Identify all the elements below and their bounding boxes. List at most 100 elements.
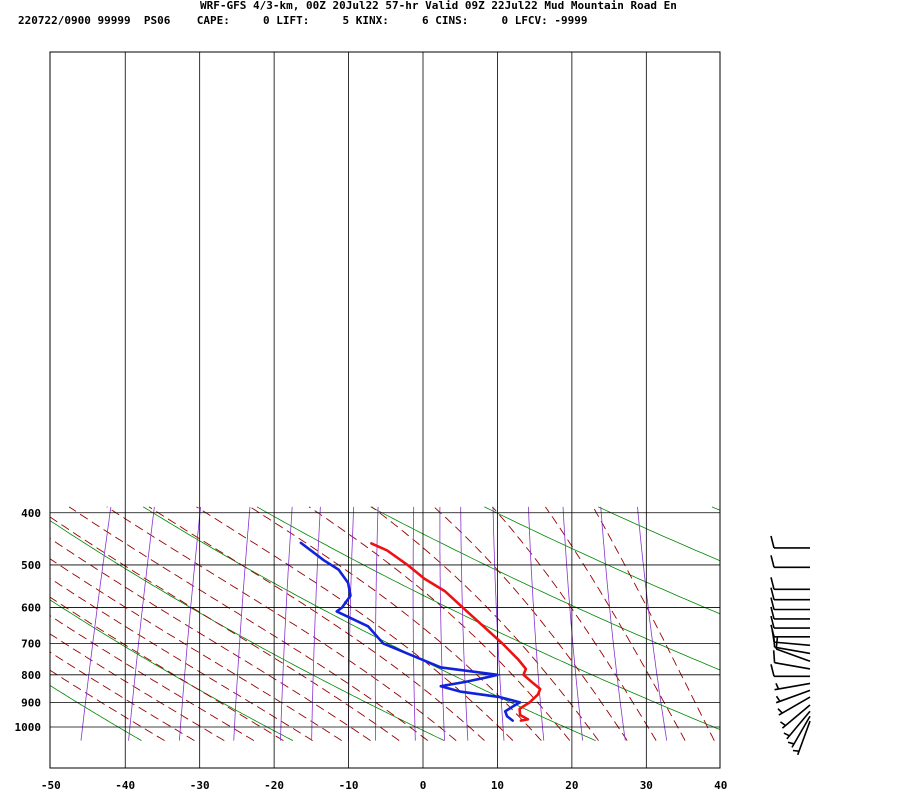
dry-adiabat-line bbox=[142, 506, 596, 741]
barb-shaft bbox=[775, 648, 811, 663]
temperature-tick-label: 20 bbox=[565, 779, 578, 792]
dry-adiabat-line bbox=[50, 684, 142, 741]
dry-adiabat-line bbox=[256, 506, 720, 730]
barb-shaft bbox=[778, 696, 811, 716]
moist-adiabat-line bbox=[50, 615, 255, 741]
barb-shaft bbox=[786, 710, 811, 740]
barb-half-feather bbox=[783, 732, 790, 737]
moist-adiabat-line bbox=[433, 506, 628, 741]
mixing-ratio-line bbox=[637, 506, 668, 741]
temperature-tick-label: -10 bbox=[339, 779, 359, 792]
wind-barb bbox=[770, 624, 810, 638]
pressure-tick-label: 700 bbox=[21, 638, 41, 651]
wind-barb bbox=[774, 682, 811, 691]
barb-feather bbox=[770, 535, 775, 549]
barb-half-feather bbox=[775, 695, 781, 702]
pressure-tick-label: 500 bbox=[21, 559, 41, 572]
temperature-tick-label: 30 bbox=[640, 779, 653, 792]
barb-feather bbox=[770, 606, 775, 620]
moist-adiabat-line bbox=[50, 558, 342, 741]
moist-adiabat-line bbox=[50, 537, 371, 741]
wind-barb bbox=[772, 650, 811, 670]
barb-half-feather bbox=[780, 721, 786, 727]
wind-barb bbox=[775, 689, 811, 704]
wind-barb bbox=[792, 720, 811, 756]
wind-barb bbox=[787, 715, 811, 748]
chart-title: WRF-GFS 4/3-km, 00Z 20Jul22 57-hr Valid … bbox=[200, 0, 677, 12]
moist-adiabats bbox=[50, 506, 715, 741]
temperature-trace bbox=[370, 542, 542, 722]
wind-barb bbox=[770, 664, 810, 678]
mixing-ratio-line bbox=[80, 506, 112, 741]
wind-barb bbox=[770, 577, 810, 591]
pressure-tick-label: 400 bbox=[21, 507, 41, 520]
plot-frame bbox=[49, 51, 721, 769]
dry-adiabat-line bbox=[711, 506, 720, 511]
mixing-ratio-line bbox=[492, 506, 505, 741]
temperature-tick-label: 10 bbox=[491, 779, 504, 792]
pressure-tick-label: 900 bbox=[21, 696, 41, 709]
moist-adiabat-line bbox=[491, 506, 657, 741]
barb-shaft bbox=[781, 704, 811, 729]
mixing-ratio-line bbox=[128, 506, 155, 741]
wind-barbs bbox=[770, 535, 811, 756]
barb-half-feather bbox=[792, 749, 800, 752]
temperature-tick-label: -40 bbox=[115, 779, 135, 792]
mixing-ratio-line bbox=[528, 506, 545, 741]
barb-feather bbox=[770, 555, 775, 568]
dry-adiabat-line bbox=[50, 599, 294, 741]
dry-adiabats bbox=[50, 506, 900, 741]
moist-adiabat-line bbox=[545, 506, 686, 741]
barb-feather bbox=[770, 664, 775, 677]
mixing-ratio-line bbox=[562, 506, 583, 741]
barb-shaft bbox=[774, 661, 811, 670]
pressure-tick-label: 800 bbox=[21, 669, 41, 682]
barb-shaft bbox=[796, 720, 811, 756]
wind-barb bbox=[770, 615, 810, 629]
mixing-ratio-line bbox=[311, 506, 321, 741]
pressure-tick-label: 1000 bbox=[15, 721, 42, 734]
mixing-ratio-line bbox=[179, 506, 201, 741]
temperature-tick-label: -30 bbox=[190, 779, 210, 792]
barb-half-feather bbox=[777, 708, 783, 714]
barb-half-feather bbox=[775, 683, 780, 690]
temperature-tick-label: -50 bbox=[41, 779, 61, 792]
axis-ticks: 400 500 600 700 800 900 1000 -50 -40 -30 -20 -10 0 10… bbox=[15, 507, 728, 792]
wind-barb bbox=[777, 696, 811, 716]
wind-barb bbox=[783, 710, 811, 740]
moist-adiabat-line bbox=[196, 506, 514, 741]
moist-adiabat-line bbox=[50, 577, 313, 741]
dry-adiabat-line bbox=[370, 506, 720, 671]
mixing-ratio-lines bbox=[80, 506, 668, 741]
dry-adiabat-line bbox=[826, 507, 900, 741]
wind-barb bbox=[770, 587, 810, 601]
mixing-ratio-line bbox=[412, 506, 416, 741]
barb-shaft bbox=[774, 646, 811, 655]
pressure-tick-label: 600 bbox=[21, 602, 41, 615]
mixing-ratio-line bbox=[280, 506, 293, 741]
grid bbox=[49, 51, 721, 769]
barb-shaft bbox=[775, 689, 811, 704]
wind-barb bbox=[770, 597, 810, 611]
temperature-tick-label: 40 bbox=[714, 779, 727, 792]
barb-feather bbox=[772, 650, 776, 663]
barb-shaft bbox=[774, 682, 811, 691]
mixing-ratio-line bbox=[439, 506, 445, 741]
dry-adiabat-line bbox=[598, 506, 720, 562]
station-indices-line: 220722/0900 99999 PS06 CAPE: 0 LIFT: 5 K… bbox=[18, 14, 588, 27]
wind-barb bbox=[770, 606, 810, 620]
barb-feather bbox=[770, 615, 775, 629]
mixing-ratio-line bbox=[460, 506, 469, 741]
barb-shaft bbox=[791, 715, 811, 748]
barb-shaft bbox=[774, 641, 811, 647]
moist-adiabat-line bbox=[50, 516, 400, 741]
barb-feather bbox=[770, 624, 775, 638]
barb-half-feather bbox=[787, 741, 795, 745]
mixing-ratio-line bbox=[600, 506, 626, 741]
moist-adiabat-line bbox=[592, 506, 715, 741]
mixing-ratio-line bbox=[374, 506, 379, 741]
moist-adiabat-line bbox=[371, 506, 599, 741]
barb-feather bbox=[770, 587, 775, 600]
moist-adiabat-line bbox=[50, 596, 284, 741]
wind-barb bbox=[780, 704, 811, 729]
